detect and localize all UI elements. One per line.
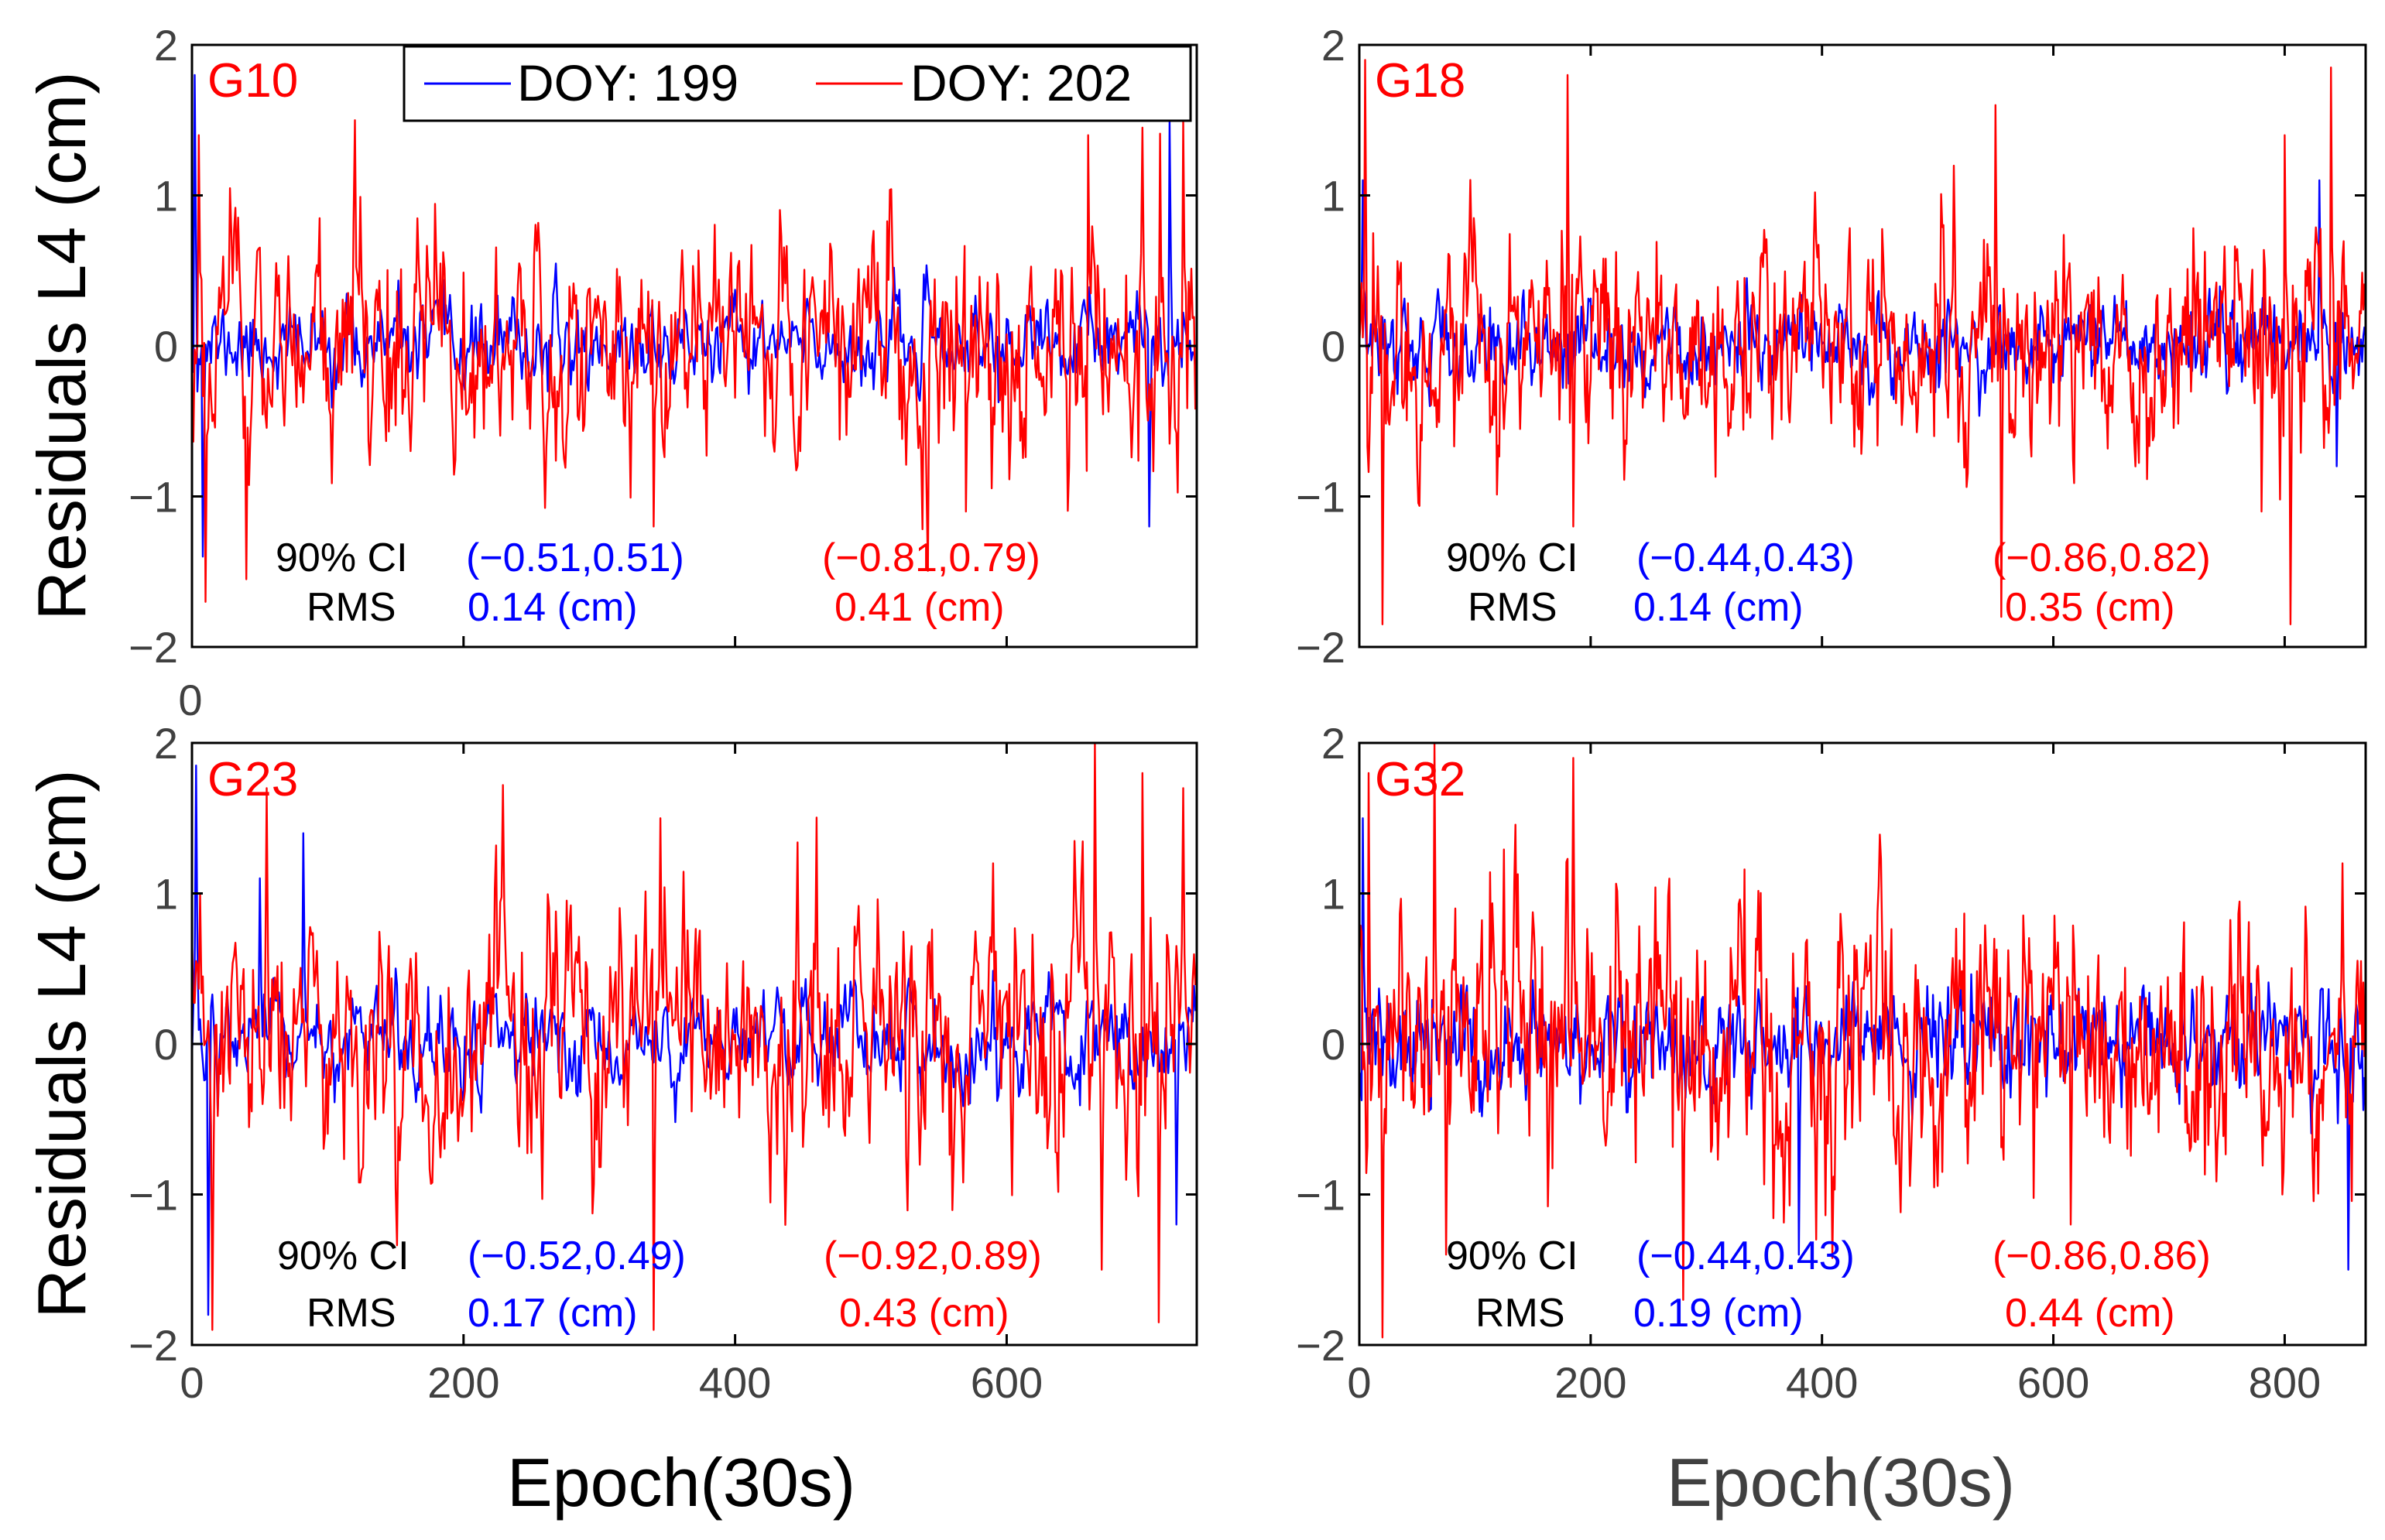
ci-doy202-g32: (−0.86,0.86) (1993, 1234, 2211, 1278)
plot-area-g10 (192, 45, 1197, 647)
rms-doy199-g10: 0.14 (cm) (468, 585, 638, 630)
y-tick-label-g23: 1 (154, 870, 178, 919)
ci-doy199-g23: (−0.52,0.49) (468, 1234, 686, 1278)
tick-layer-g23: −2 −1 0 1 2 0 200 400 600 (129, 719, 1197, 1407)
panel-g10: −2 −1 0 1 2 G10 90% CI (−0.51,0.51) (−0.81,0… (129, 21, 1198, 672)
panel-title-g18: G18 (1375, 54, 1465, 108)
rms-label-g23: RMS (307, 1291, 396, 1336)
rms-doy202-g23: 0.43 (cm) (839, 1291, 1009, 1336)
y-axis-label-bottom: Residuals L4 (cm) (23, 769, 100, 1318)
x-axis-label-left: Epoch(30s) (507, 1444, 855, 1521)
series-layer-g18 (1358, 59, 2366, 625)
legend: DOY: 199 DOY: 202 (403, 45, 1192, 122)
x-tick-label-g32: 400 (1786, 1358, 1858, 1407)
rms-doy199-g18: 0.14 (cm) (1633, 585, 1804, 630)
y-tick-label-g18: 2 (1321, 21, 1345, 70)
rms-label-g10: RMS (307, 585, 396, 630)
panel-g18: −2 −1 0 1 2 G18 90% CI (−0.44,0.43) (−0.86,0… (1296, 21, 2367, 672)
tick-layer-g10: −2 −1 0 1 2 (129, 21, 1197, 672)
x-tick-label-g23: 400 (699, 1358, 771, 1407)
x-tick-label-g32: 200 (1554, 1358, 1626, 1407)
stray-tick-label: 0 (178, 676, 202, 724)
y-axis-label-top: Residuals L4 (cm) (23, 71, 100, 620)
y-tick-label-g10: 0 (154, 322, 178, 371)
x-tick-label-g23: 0 (180, 1358, 204, 1407)
y-tick-label-g32: 2 (1321, 719, 1345, 768)
axes-box-g18 (1358, 43, 2367, 649)
axes-box-g32 (1358, 741, 2367, 1347)
x-tick-label-g32: 600 (2017, 1358, 2089, 1407)
ci-doy199-g10: (−0.51,0.51) (466, 536, 684, 580)
y-tick-label-g32: 1 (1321, 870, 1345, 919)
y-tick-label-g23: 0 (154, 1020, 178, 1069)
y-tick-label-g10: −2 (129, 623, 178, 672)
series-line-g10-doy202 (190, 119, 1197, 603)
y-tick-label-g18: −1 (1296, 473, 1345, 522)
y-tick-label-g18: −2 (1296, 623, 1345, 672)
panel-g23: −2 −1 0 1 2 0 200 400 600 G23 90% CI (−0.52,0.49… (129, 719, 1198, 1407)
legend-label-doy202: DOY: 202 (910, 54, 1132, 111)
y-tick-label-g32: −2 (1296, 1321, 1345, 1370)
y-tick-label-g18: 1 (1321, 172, 1345, 221)
rms-doy199-g23: 0.17 (cm) (468, 1291, 638, 1336)
y-tick-label-g10: 1 (154, 172, 178, 221)
axes-box-g23 (190, 741, 1198, 1347)
panel-g32: −2 −1 0 1 2 0 200 400 600 800 G32 90% CI (−0.44,0… (1296, 719, 2367, 1407)
ci-doy199-g18: (−0.44,0.43) (1636, 536, 1855, 580)
tick-layer-g18: −2 −1 0 1 2 (1296, 21, 2366, 672)
ci-doy202-g10: (−0.81,0.79) (822, 536, 1040, 580)
axes-box-g10 (190, 43, 1198, 649)
y-tick-label-g10: 2 (154, 21, 178, 70)
ci-label-g23: 90% CI (277, 1234, 409, 1278)
rms-doy202-g18: 0.35 (cm) (2005, 585, 2175, 630)
x-tick-label-g32: 0 (1347, 1358, 1371, 1407)
ci-doy202-g18: (−0.86,0.82) (1993, 536, 2211, 580)
tick-layer-g32: −2 −1 0 1 2 0 200 400 600 800 (1296, 719, 2366, 1407)
series-line-g18-doy202 (1358, 59, 2366, 625)
series-line-g23-doy202 (190, 741, 1197, 1331)
ci-label-g18: 90% CI (1446, 536, 1578, 580)
ci-label-g32: 90% CI (1446, 1234, 1578, 1278)
y-tick-label-g18: 0 (1321, 322, 1345, 371)
ci-doy199-g32: (−0.44,0.43) (1636, 1234, 1855, 1278)
y-tick-label-g23: −1 (129, 1171, 178, 1220)
x-tick-label-g23: 200 (427, 1358, 499, 1407)
ci-label-g10: 90% CI (276, 536, 408, 580)
series-layer-g10 (190, 74, 1197, 603)
y-tick-label-g10: −1 (129, 473, 178, 522)
rms-label-g32: RMS (1475, 1291, 1565, 1336)
rms-doy199-g32: 0.19 (cm) (1633, 1291, 1804, 1336)
x-tick-label-g32: 800 (2249, 1358, 2321, 1407)
legend-box (403, 45, 1192, 122)
panel-title-g10: G10 (207, 54, 298, 108)
panel-title-g23: G23 (207, 753, 298, 806)
y-tick-label-g23: 2 (154, 719, 178, 768)
rms-label-g18: RMS (1468, 585, 1557, 630)
series-layer-g32 (1358, 741, 2366, 1339)
ci-doy202-g23: (−0.92,0.89) (824, 1234, 1042, 1278)
y-tick-label-g23: −2 (129, 1321, 178, 1370)
y-tick-label-g32: 0 (1321, 1020, 1345, 1069)
y-tick-label-g32: −1 (1296, 1171, 1345, 1220)
x-tick-label-g23: 600 (971, 1358, 1043, 1407)
legend-label-doy199: DOY: 199 (517, 54, 738, 111)
rms-doy202-g10: 0.41 (cm) (834, 585, 1005, 630)
series-line-g32-doy202 (1358, 741, 2366, 1339)
x-axis-label-right: Epoch(30s) (1667, 1444, 2015, 1521)
rms-doy202-g32: 0.44 (cm) (2005, 1291, 2175, 1336)
panel-title-g32: G32 (1375, 753, 1465, 806)
series-layer-g23 (190, 741, 1197, 1331)
